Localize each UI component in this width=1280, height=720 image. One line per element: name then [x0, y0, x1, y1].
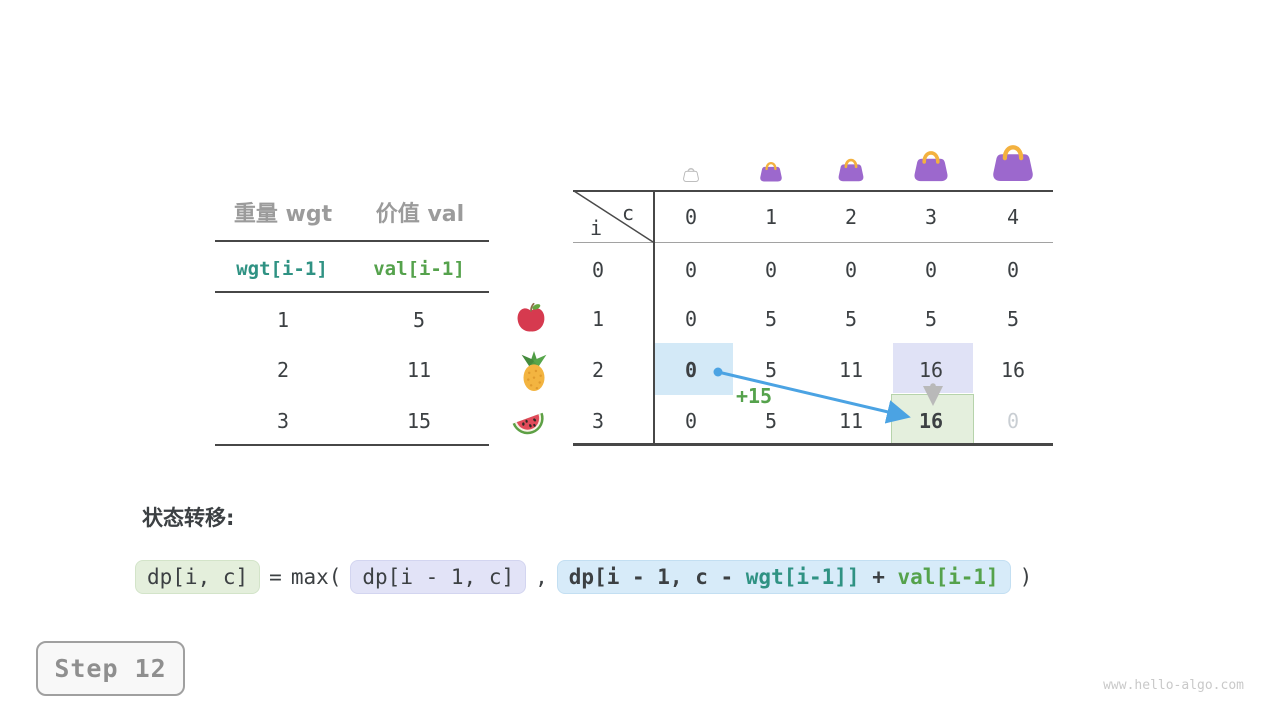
formula-max-open: max( — [290, 565, 342, 589]
apple-icon — [517, 302, 545, 332]
formula-comma: , — [535, 565, 548, 589]
watermark: www.hello-algo.com — [1103, 678, 1244, 693]
dp-cell-3-3: 16 — [918, 409, 944, 433]
formula-close-paren: ) — [1019, 565, 1033, 589]
item-table-header-val: 价值 val — [375, 202, 465, 227]
transition-heading: 状态转移: — [142, 506, 235, 530]
item-table-subheader-val: val[i-1] — [373, 258, 465, 280]
bag-xlarge-icon — [993, 145, 1033, 182]
formula-arg2-plus: + — [859, 565, 898, 589]
dp-header-diagonal — [573, 190, 654, 243]
item-val-1: 5 — [412, 308, 426, 332]
pineapple-icon — [521, 350, 547, 392]
dp-row-label-2: 2 — [591, 358, 605, 382]
dp-corner-row-var: i — [589, 216, 603, 240]
dp-cell-3-0: 0 — [684, 409, 698, 433]
item-table-header-wgt: 重量 wgt — [233, 202, 333, 227]
dp-cell-1-2: 5 — [844, 307, 858, 331]
dp-cell-3-2: 11 — [838, 409, 864, 433]
dp-cell-1-4: 5 — [1006, 307, 1020, 331]
dp-cell-3-4: 0 — [1006, 409, 1020, 433]
dp-cell-0-3: 0 — [924, 258, 938, 282]
dp-col-header-1: 1 — [764, 205, 778, 229]
item-val-3: 15 — [406, 409, 432, 433]
dp-row-label-3: 3 — [591, 409, 605, 433]
item-table-rule-top — [215, 240, 489, 242]
item-table-rule-mid — [215, 291, 489, 293]
formula-arg2-wgt: wgt[i-1]] — [745, 565, 860, 589]
dp-cell-3-1: 5 — [764, 409, 778, 433]
formula-arg2-box: dp[i - 1, c - wgt[i-1]] + val[i-1] — [556, 560, 1011, 594]
transition-add-value-label: +15 — [735, 384, 773, 408]
watermelon-icon — [512, 412, 544, 435]
dp-cell-2-3: 16 — [918, 358, 944, 382]
dp-row-label-0: 0 — [591, 258, 605, 282]
dp-row-label-1: 1 — [591, 307, 605, 331]
formula-lhs-box: dp[i, c] — [135, 560, 261, 594]
item-val-2: 11 — [406, 358, 432, 382]
dp-col-header-4: 4 — [1006, 205, 1020, 229]
item-table-subheader-wgt: wgt[i-1] — [236, 258, 328, 280]
dp-cell-1-3: 5 — [924, 307, 938, 331]
dp-table-rule-top — [573, 190, 1053, 192]
item-wgt-1: 1 — [276, 308, 290, 332]
dp-table-rule-bottom — [573, 443, 1053, 446]
bag-small-icon — [760, 161, 782, 182]
dp-col-header-2: 2 — [844, 205, 858, 229]
dp-col-header-0: 0 — [684, 205, 698, 229]
dp-cell-0-2: 0 — [844, 258, 858, 282]
formula-equals: = — [269, 565, 282, 589]
item-wgt-3: 3 — [276, 409, 290, 433]
item-table-rule-bottom — [215, 444, 489, 446]
dp-table-rule-vertical — [653, 190, 655, 445]
dp-cell-2-0: 0 — [684, 358, 698, 382]
dp-cell-0-4: 0 — [1006, 258, 1020, 282]
transition-formula: dp[i, c] = max( dp[i - 1, c] , dp[i - 1,… — [135, 560, 1032, 594]
bag-medium-icon — [838, 158, 864, 182]
formula-arg1-box: dp[i - 1, c] — [350, 560, 527, 594]
dp-cell-2-1: 5 — [764, 358, 778, 382]
dp-col-header-3: 3 — [924, 205, 938, 229]
formula-arg2-dp: dp[i - 1, c - — [568, 565, 746, 589]
step-badge: Step 12 — [36, 641, 185, 696]
dp-cell-1-0: 0 — [684, 307, 698, 331]
bag-large-icon — [914, 151, 948, 182]
formula-arg2-val: val[i-1] — [897, 565, 999, 589]
dp-cell-2-4: 16 — [1000, 358, 1026, 382]
dp-cell-2-2: 11 — [838, 358, 864, 382]
dp-cell-0-0: 0 — [684, 258, 698, 282]
dp-cell-1-1: 5 — [764, 307, 778, 331]
dp-corner-col-var: c — [621, 201, 635, 225]
bag-outline-icon — [683, 167, 699, 182]
dp-cell-0-1: 0 — [764, 258, 778, 282]
item-wgt-2: 2 — [276, 358, 290, 382]
dp-table-rule-header — [573, 242, 1053, 243]
